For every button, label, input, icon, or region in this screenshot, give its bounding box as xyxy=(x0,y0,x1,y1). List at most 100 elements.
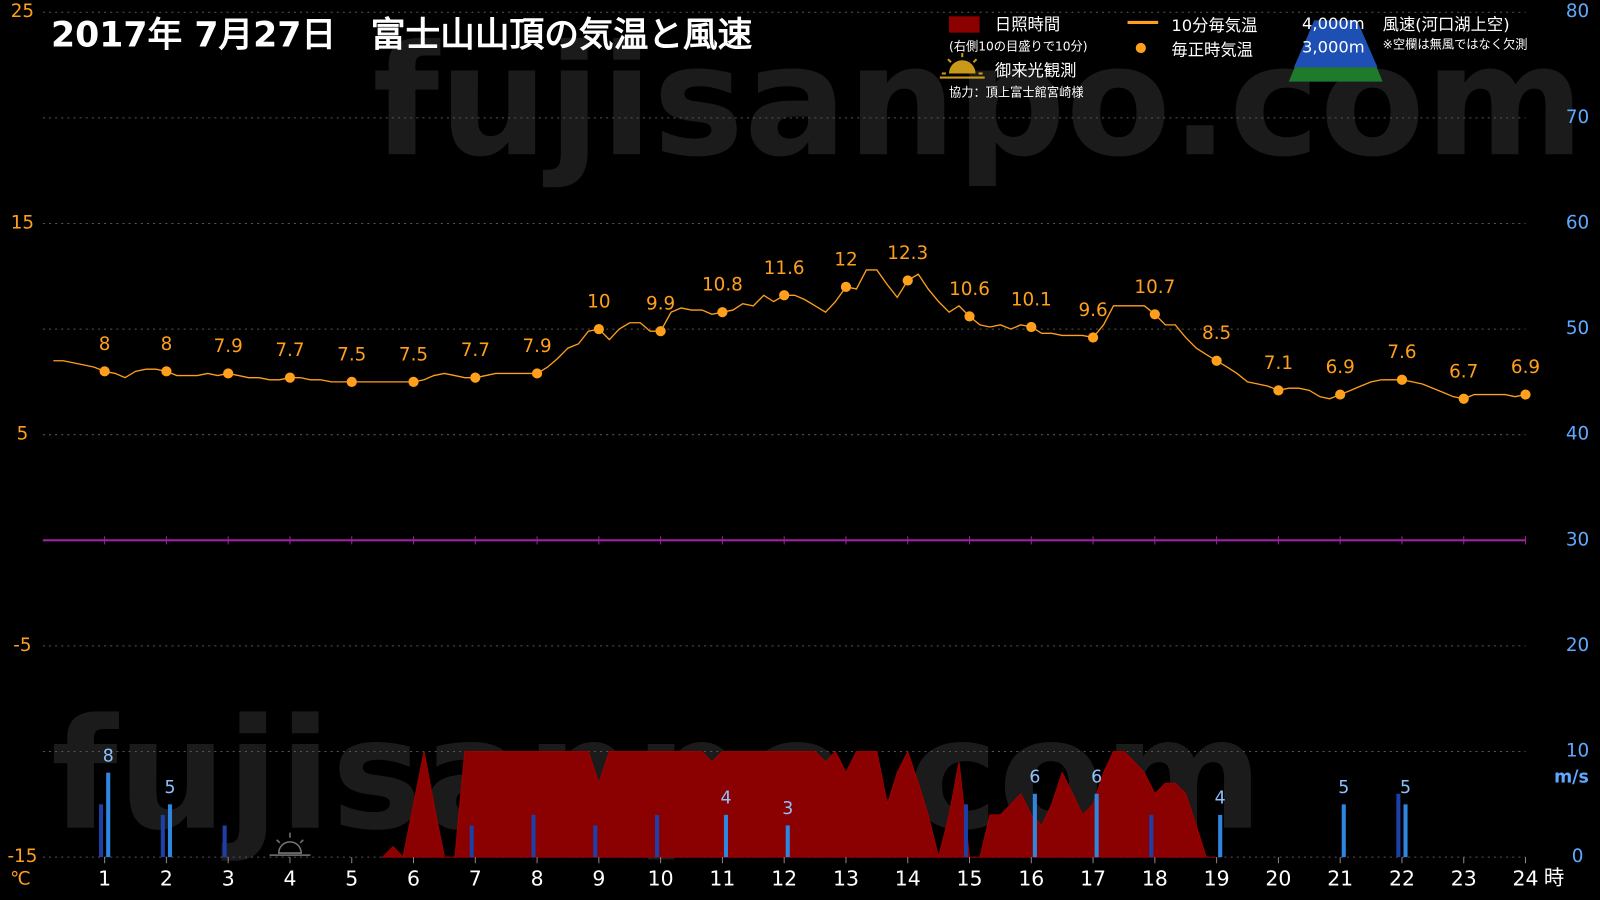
temperature-value-label: 6.9 xyxy=(1326,357,1355,378)
wind-bar xyxy=(593,825,598,858)
temperature-value-label: 9.9 xyxy=(646,294,675,315)
y2-tick-label: 40 xyxy=(1566,424,1589,445)
temperature-value-label: 9.6 xyxy=(1078,300,1107,321)
mountain-icon xyxy=(1288,20,1383,82)
wind-bar xyxy=(99,804,104,858)
x-tick-label: 19 xyxy=(1204,867,1230,891)
x-tick-label: 3 xyxy=(222,867,235,891)
x-tick-label: 17 xyxy=(1080,867,1106,891)
legend-label: 日照時間 xyxy=(995,15,1060,34)
x-tick-label: 2 xyxy=(160,867,173,891)
wind-bar xyxy=(1032,793,1037,858)
hourly-point xyxy=(470,372,481,383)
x-tick-label: 15 xyxy=(957,867,983,891)
y2-tick-label: 20 xyxy=(1566,635,1589,656)
legend-label: 毎正時気温 xyxy=(1171,41,1253,60)
wind-bar xyxy=(1341,804,1346,858)
y-tick-label: 25 xyxy=(11,1,34,22)
legend-label: 4,000m xyxy=(1302,14,1365,33)
y2-tick-label: 80 xyxy=(1566,1,1589,22)
sunrise-icon xyxy=(299,839,304,844)
hourly-point xyxy=(593,323,604,335)
wind-value-label: 3 xyxy=(782,799,793,819)
legend-swatch xyxy=(948,16,980,33)
y-axis-label: ℃ xyxy=(10,869,31,890)
hourly-point xyxy=(717,307,728,318)
temperature-value-label: 7.5 xyxy=(337,344,366,365)
temperature-value-label: 7.5 xyxy=(399,344,428,365)
wind-bar xyxy=(167,804,173,858)
x-axis-unit: 時 xyxy=(1544,866,1564,890)
hourly-point xyxy=(840,281,852,292)
temperature-value-label: 7.9 xyxy=(214,336,243,357)
x-tick-label: 23 xyxy=(1451,867,1477,891)
legend-label: 風速(河口湖上空) xyxy=(1383,15,1510,34)
hourly-point xyxy=(1149,309,1160,320)
x-tick-label: 5 xyxy=(345,867,358,891)
legend: 日照時間 (右側10の目盛りで10分) 御来光観測 協力：頂上富士館宮崎様 10… xyxy=(939,14,1528,99)
temperature-value-label: 8.5 xyxy=(1202,323,1231,344)
wind-value-label: 4 xyxy=(1215,789,1226,809)
y2-tick-label: 60 xyxy=(1566,212,1589,233)
legend-swatch xyxy=(1135,42,1146,54)
wind-bar xyxy=(1094,793,1099,858)
y2-tick-label: 10 xyxy=(1566,741,1589,762)
hourly-point xyxy=(1458,393,1469,404)
wind-value-label: 6 xyxy=(1029,767,1040,787)
temperature-value-label: 10.1 xyxy=(1011,289,1052,310)
sunrise-marker xyxy=(269,832,311,856)
temperature-value-label: 7.7 xyxy=(461,340,490,361)
x-tick-label: 6 xyxy=(407,867,420,891)
y2-tick-label: 70 xyxy=(1566,107,1589,128)
hourly-point xyxy=(1273,385,1284,396)
temperature-value-label: 8 xyxy=(161,334,173,355)
x-tick-label: 24 xyxy=(1513,867,1539,891)
hourly-point xyxy=(408,376,419,387)
wind-bar xyxy=(106,772,111,858)
hourly-point xyxy=(99,366,110,377)
hourly-point xyxy=(284,372,296,383)
wind-bar xyxy=(469,825,474,858)
x-tick-label: 14 xyxy=(895,867,921,891)
y-tick-label: -5 xyxy=(13,635,31,656)
hourly-point xyxy=(1087,332,1099,343)
hourly-point xyxy=(1396,374,1408,385)
wind-bar xyxy=(1403,804,1408,858)
wind-bar xyxy=(785,825,790,858)
chart-title: 2017年 7月27日 富士山山頂の気温と風速 xyxy=(51,15,753,56)
y2-tick-label: 50 xyxy=(1566,318,1589,339)
temperature-value-label: 11.6 xyxy=(764,258,805,279)
wind-bar xyxy=(222,825,227,858)
temperature-value-label: 10 xyxy=(587,292,610,313)
hourly-point xyxy=(223,368,234,379)
hourly-point xyxy=(779,290,790,301)
hourly-point xyxy=(346,376,357,387)
hourly-point xyxy=(1335,389,1346,400)
legend-note: ※空欄は無風ではなく欠測 xyxy=(1383,36,1528,51)
hourly-point xyxy=(655,326,666,337)
y-tick-label: -15 xyxy=(7,846,37,867)
wind-value-label: 8 xyxy=(103,746,114,766)
x-tick-label: 4 xyxy=(283,867,296,891)
hourly-point xyxy=(902,275,913,286)
wind-bar xyxy=(160,814,165,858)
wind-bar xyxy=(963,804,968,858)
legend-label: 御来光観測 xyxy=(995,61,1077,80)
x-tick-label: 16 xyxy=(1018,867,1044,891)
x-tick-label: 12 xyxy=(771,867,797,891)
temperature-value-label: 12 xyxy=(834,249,857,270)
x-tick-label: 1 xyxy=(98,867,111,891)
hourly-point xyxy=(531,368,543,379)
x-tick-label: 10 xyxy=(648,867,674,891)
temperature-value-label: 7.7 xyxy=(275,340,304,361)
sunshine-area xyxy=(381,750,1217,859)
x-tick-label: 22 xyxy=(1389,867,1415,891)
y-tick-label: 15 xyxy=(11,212,34,233)
credit: 協力：頂上富士館宮崎様 xyxy=(949,84,1084,99)
x-tick-label: 20 xyxy=(1265,867,1291,891)
x-tick-label: 13 xyxy=(833,867,859,891)
temperature-value-label: 10.6 xyxy=(949,279,990,300)
hourly-point xyxy=(1520,389,1531,400)
